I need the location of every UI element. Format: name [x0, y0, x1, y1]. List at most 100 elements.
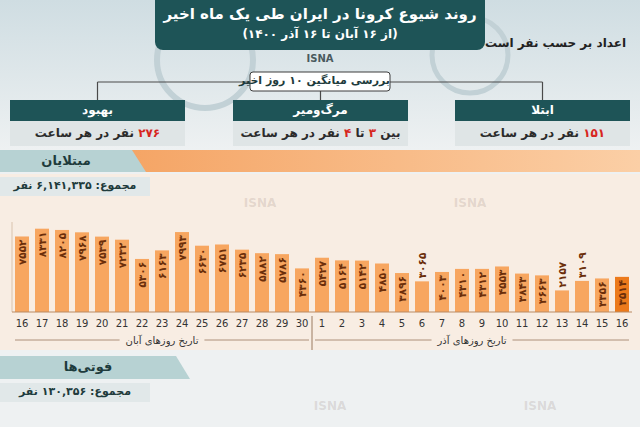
x-tick-label: 27	[236, 318, 249, 329]
box-text-part: نفر در هر ساعت	[35, 126, 134, 140]
box-header	[455, 100, 630, 121]
chart-title: مبتلایان	[0, 153, 132, 168]
data-label: ۳۸۴۳	[516, 276, 528, 302]
chart-subtitle: مجموع: ۶,۱۴۱,۳۳۵ نفر	[0, 179, 150, 192]
connector-line	[390, 81, 543, 82]
month-line	[512, 340, 629, 341]
x-tick-label: 16	[616, 318, 629, 329]
data-label: ۶۱۶۳	[156, 253, 168, 279]
bar	[35, 229, 49, 312]
x-tick-label: 14	[576, 318, 589, 329]
deaths-total: مجموع: ۱۳۰,۳۵۶ نفر	[0, 385, 150, 398]
data-label: ۳۰۶۵	[416, 252, 428, 278]
bar	[155, 250, 169, 312]
connector-line	[542, 82, 543, 100]
data-label: ۷۵۳۹	[96, 239, 108, 265]
box-text-part: ۳	[369, 126, 376, 140]
note: اعداد بر حسب نفر است	[485, 36, 626, 50]
data-label: ۴۳۶۰	[296, 271, 308, 297]
bar	[275, 254, 289, 312]
bar	[175, 232, 189, 312]
connector-line	[98, 81, 251, 82]
month-line	[15, 340, 120, 341]
bar	[495, 266, 509, 312]
x-tick-label: 28	[256, 318, 269, 329]
watermark: ISNA	[244, 196, 277, 210]
infographic: ۷۵۵۲۸۳۳۱۸۲۰۵۷۹۶۸۷۵۳۹۷۲۳۲۵۳۰۶۶۱۶۳۷۹۹۳۶۶۳۰…	[0, 0, 640, 427]
section-band	[0, 150, 640, 172]
bar	[195, 246, 209, 312]
box-text: ۱۵۱ نفر در هر ساعت	[455, 126, 630, 140]
x-tick-label: 23	[156, 318, 169, 329]
bar	[255, 253, 269, 312]
data-label: ۳۱۰۹	[576, 252, 588, 278]
data-label: ۴۰۰۳	[436, 274, 448, 300]
x-tick-label: 1	[319, 318, 325, 329]
bar	[315, 258, 329, 312]
bar	[555, 290, 569, 312]
x-tick-label: 6	[419, 318, 425, 329]
x-axis-line	[12, 312, 632, 313]
bar	[375, 264, 389, 313]
source-label: ISNA	[270, 53, 370, 64]
x-tick-label: 24	[176, 318, 189, 329]
data-label: ۴۳۱۰	[456, 272, 468, 298]
x-tick-label: 18	[56, 318, 69, 329]
bars	[15, 229, 629, 312]
bar	[575, 281, 589, 312]
bar	[395, 273, 409, 312]
bar	[455, 269, 469, 312]
summary-title-box	[250, 72, 390, 91]
bar	[475, 269, 489, 312]
data-label: ۳۵۱۴	[616, 279, 628, 305]
x-tick-label: 30	[296, 318, 309, 329]
summary-title: بررسی میانگین ۱۰ روز اخیر	[250, 74, 390, 87]
deaths-tab	[0, 356, 190, 379]
x-tick-label: 5	[399, 318, 405, 329]
data-label: ۷۹۹۳	[176, 234, 188, 260]
data-label: ۴۳۱۲	[476, 271, 488, 297]
x-tick-label: 15	[596, 318, 609, 329]
data-label: ۵۱۴۲	[356, 263, 368, 289]
bar	[235, 250, 249, 312]
background	[0, 0, 640, 427]
title-box	[155, 0, 485, 50]
subtitle: (از ۱۶ آبان تا ۱۶ آذر ۱۴۰۰)	[155, 27, 485, 41]
data-label: ۶۲۳۵	[236, 252, 248, 278]
x-tick-label: 20	[96, 318, 109, 329]
x-tick-label: 8	[459, 318, 465, 329]
bar	[595, 278, 609, 312]
x-tick-label: 19	[76, 318, 89, 329]
x-tick-label: 16	[16, 318, 29, 329]
x-tick-label: 7	[439, 318, 445, 329]
total-box	[0, 177, 150, 196]
data-label: ۵۱۶۴	[336, 263, 348, 289]
deaths-title: فوتی‌ها	[0, 359, 176, 374]
data-label: ۴۵۵۳	[496, 269, 508, 295]
bar	[75, 232, 89, 312]
bar	[115, 240, 129, 312]
box-body	[455, 121, 630, 146]
data-label: ۵۴۲۷	[316, 260, 328, 286]
data-label: ۶۷۵۱	[216, 247, 228, 273]
box-label: ابتلا	[455, 103, 630, 117]
y-axis-line	[12, 222, 13, 312]
watermark: ISNA	[314, 399, 347, 413]
header-background	[0, 0, 640, 150]
bar	[335, 260, 349, 312]
x-tick-label: 10	[496, 318, 509, 329]
data-label: ۷۵۵۲	[16, 239, 28, 265]
bar	[295, 268, 309, 312]
box-body	[10, 121, 185, 146]
bar	[215, 244, 229, 312]
data-label: ۴۸۵۰	[376, 267, 388, 293]
box-text-part: ۲۷۶	[138, 126, 160, 140]
bar	[55, 230, 69, 312]
watermark: ISNA	[524, 399, 557, 413]
box-text-part: ۴	[344, 126, 351, 140]
box-text: بین ۳ تا ۴ نفر در هر ساعت	[233, 126, 408, 140]
bar	[615, 277, 629, 312]
box-header	[233, 100, 408, 121]
x-tick-label: 22	[136, 318, 149, 329]
box-header	[10, 100, 185, 121]
